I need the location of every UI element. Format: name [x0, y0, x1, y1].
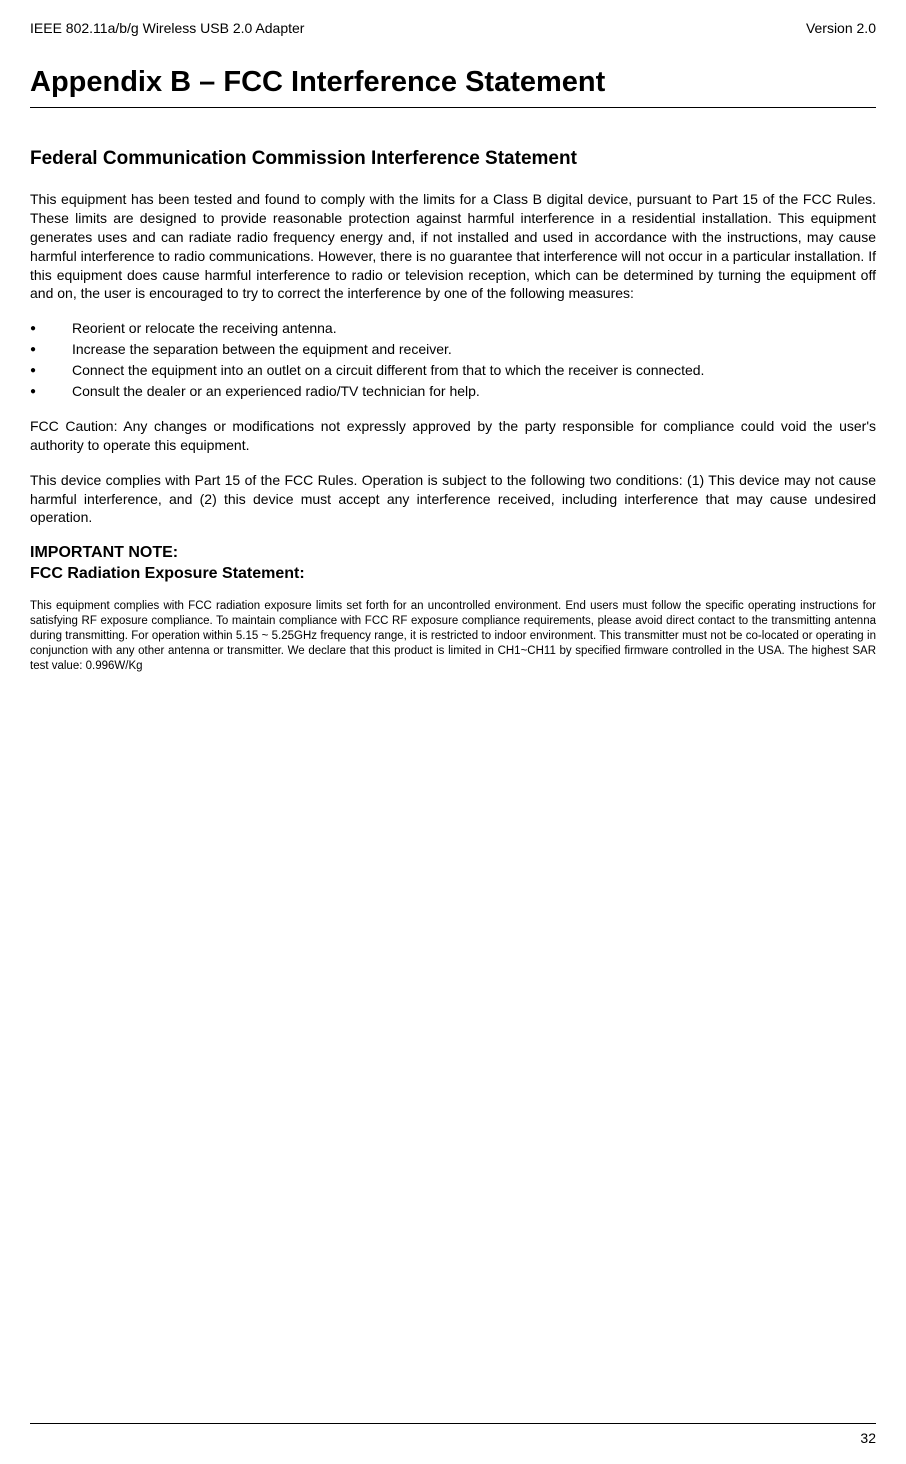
- page-header: IEEE 802.11a/b/g Wireless USB 2.0 Adapte…: [30, 20, 876, 36]
- radiation-exposure-paragraph: This equipment complies with FCC radiati…: [30, 599, 876, 674]
- radiation-exposure-heading: FCC Radiation Exposure Statement:: [30, 564, 876, 585]
- important-note-heading: IMPORTANT NOTE:: [30, 543, 876, 564]
- list-item: Increase the separation between the equi…: [30, 340, 876, 359]
- fcc-statement-heading: Federal Communication Commission Interfe…: [30, 148, 876, 170]
- caution-paragraph: FCC Caution: Any changes or modification…: [30, 417, 876, 455]
- title-divider: [30, 107, 876, 108]
- important-note-block: IMPORTANT NOTE: FCC Radiation Exposure S…: [30, 543, 876, 585]
- measures-list: Reorient or relocate the receiving anten…: [30, 319, 876, 401]
- list-item: Consult the dealer or an experienced rad…: [30, 382, 876, 401]
- appendix-title: Appendix B – FCC Interference Statement: [30, 66, 876, 99]
- intro-paragraph: This equipment has been tested and found…: [30, 190, 876, 303]
- footer-divider: [30, 1423, 876, 1424]
- page-number: 32: [860, 1430, 876, 1446]
- header-right: Version 2.0: [806, 20, 876, 36]
- list-item: Connect the equipment into an outlet on …: [30, 361, 876, 380]
- header-left: IEEE 802.11a/b/g Wireless USB 2.0 Adapte…: [30, 20, 304, 36]
- compliance-paragraph: This device complies with Part 15 of the…: [30, 471, 876, 528]
- list-item: Reorient or relocate the receiving anten…: [30, 319, 876, 338]
